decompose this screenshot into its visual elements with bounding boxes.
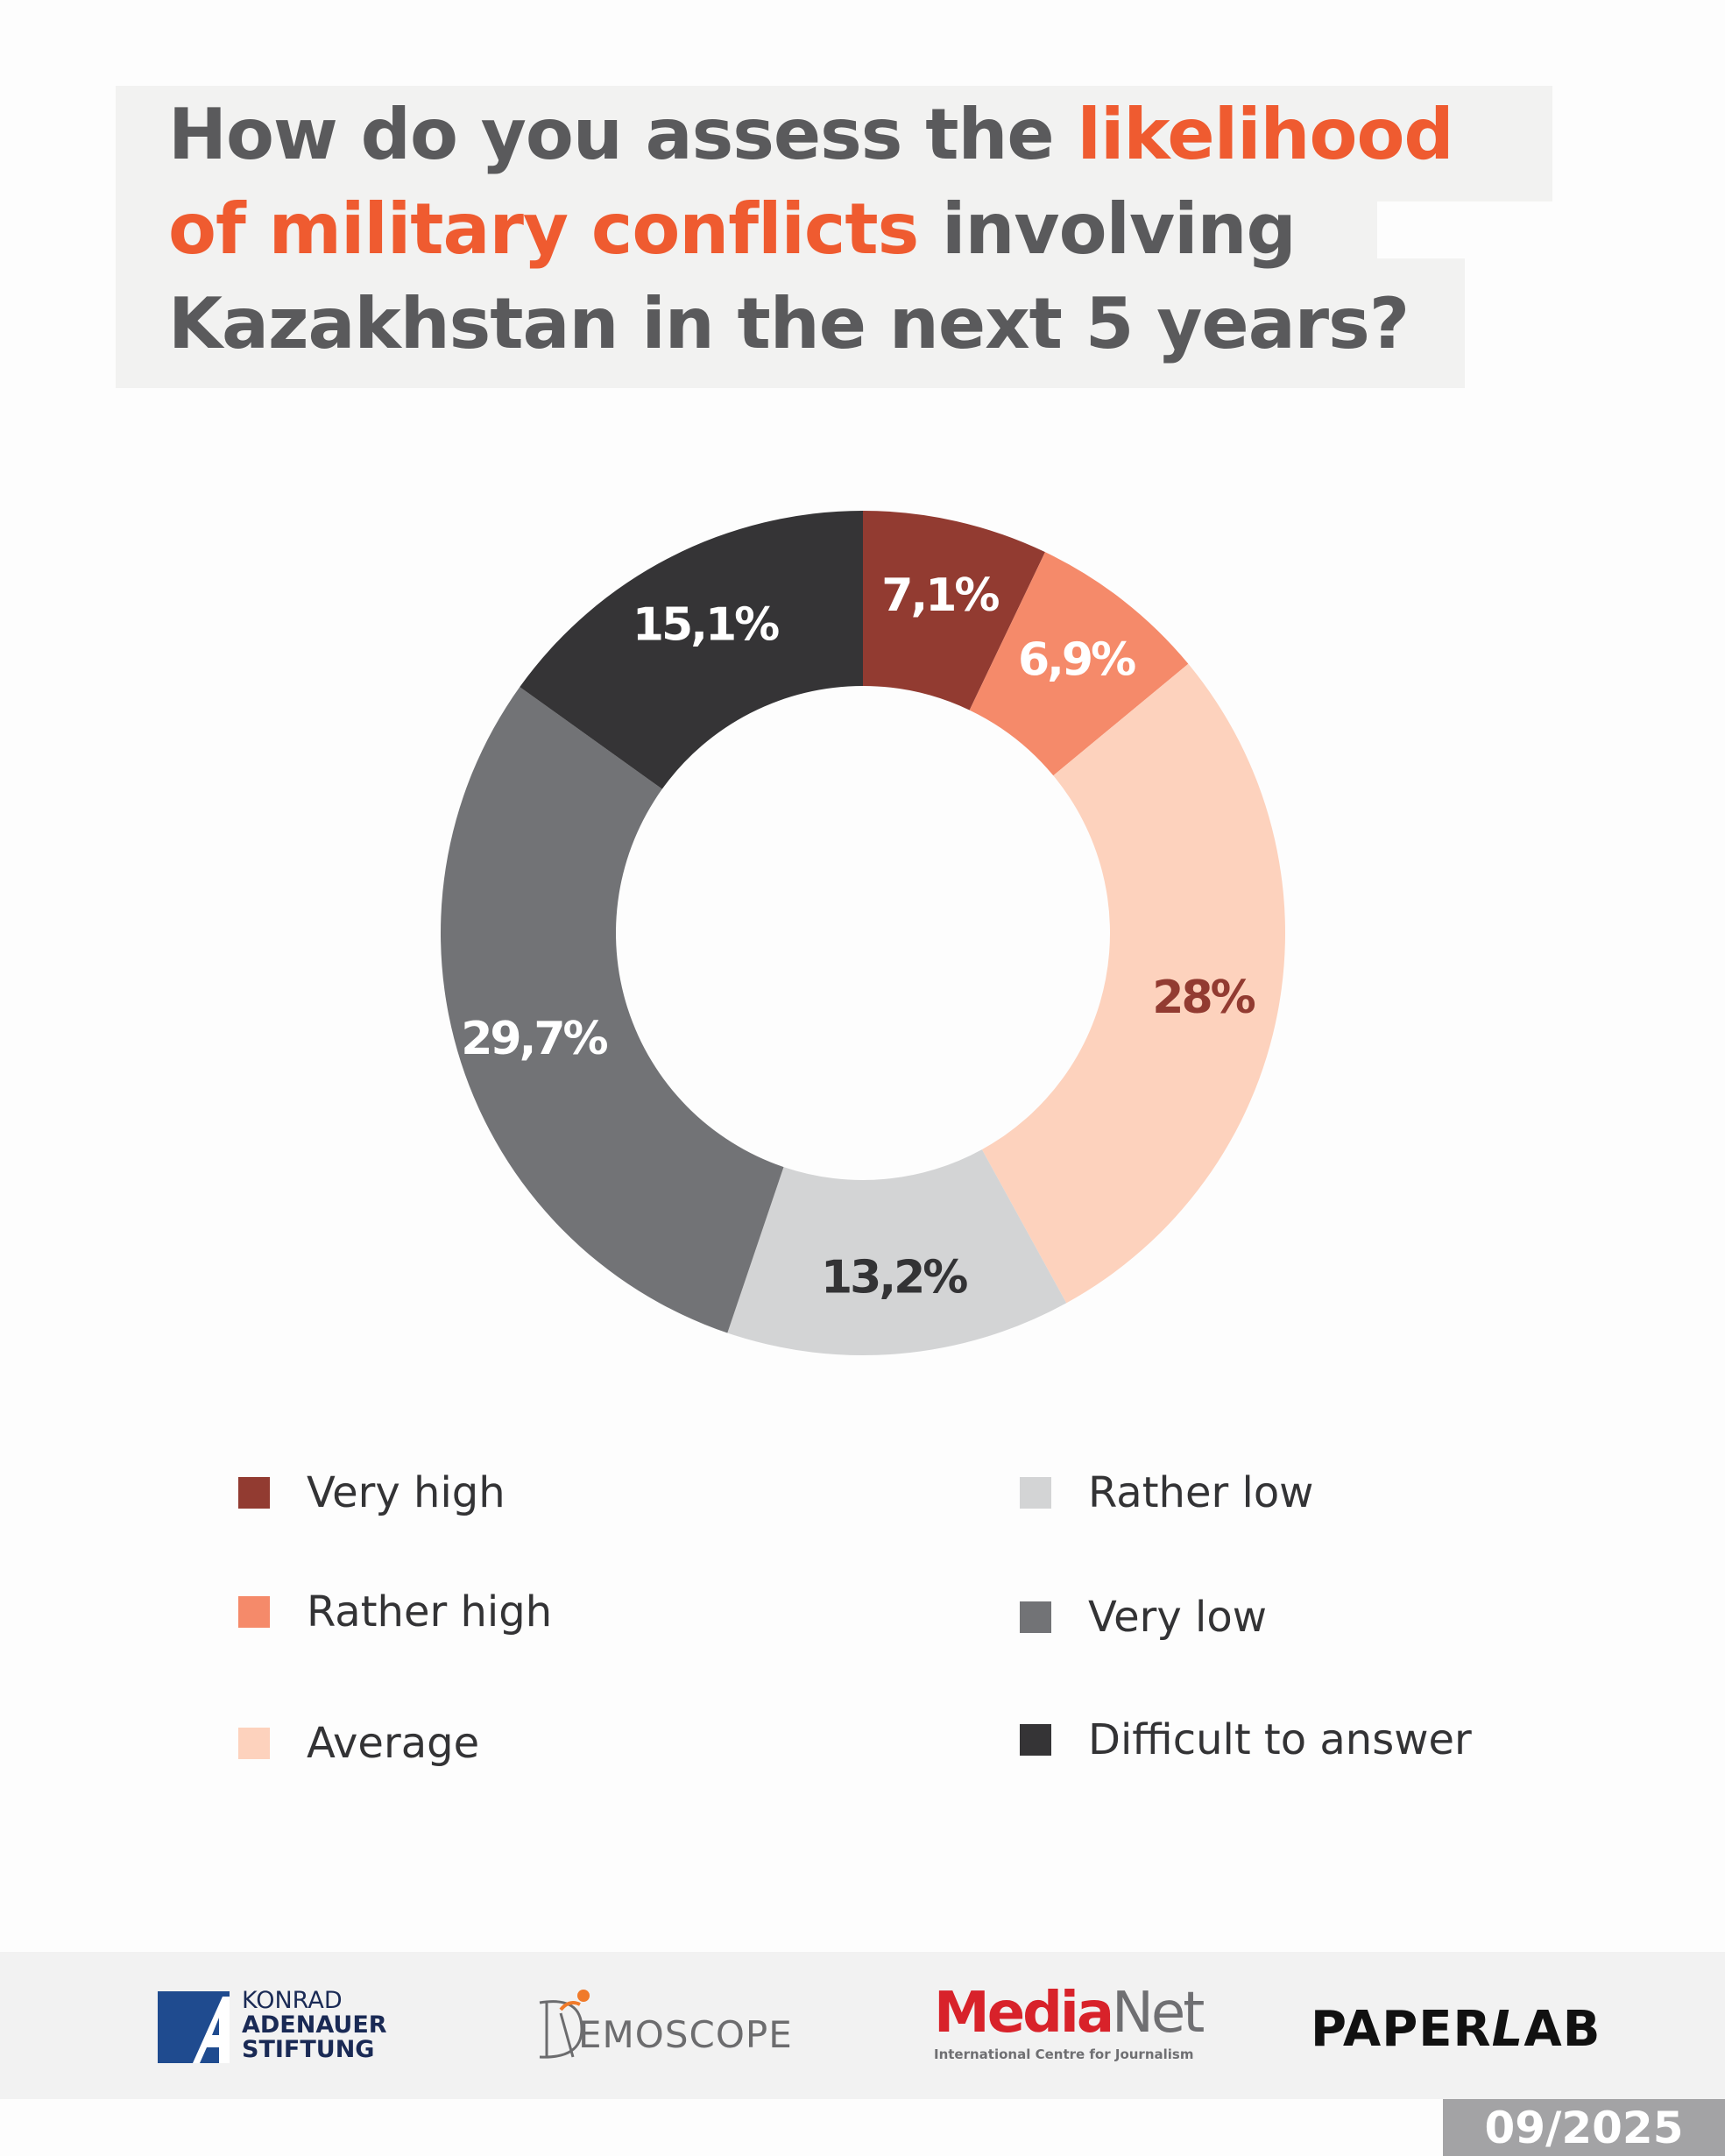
page-title: How do you assess the likelihood of milit… — [168, 88, 1535, 371]
legend-swatch — [238, 1596, 270, 1628]
legend-label: Rather low — [1088, 1468, 1314, 1517]
konrad-adenauer-logo-icon — [158, 1991, 230, 2063]
legend-swatch — [238, 1477, 270, 1509]
title-part: Kazakhstan in the next 5 years? — [168, 283, 1410, 364]
demoscope-logo: EMOSCOPE — [578, 2013, 793, 2056]
legend-item-very-low: Very low — [1020, 1593, 1267, 1642]
donut-slice-average — [981, 663, 1285, 1304]
legend-item-rather-high: Rather high — [238, 1587, 552, 1636]
data-label-difficult-to-answer: 15,1% — [633, 599, 779, 652]
logo-text: KONRAD — [242, 1987, 343, 2014]
legend-label: Very high — [307, 1468, 505, 1517]
logo-text: STIFTUNG — [242, 2036, 375, 2063]
logo-text: ADENAUER — [242, 2011, 387, 2039]
legend-label: Very low — [1088, 1593, 1267, 1642]
title-highlight: likelihood — [1077, 94, 1454, 175]
title-background — [116, 86, 1552, 201]
legend-label: Rather high — [307, 1587, 553, 1636]
donut-slice-rather-low — [727, 1149, 1067, 1355]
legend-item-very-high: Very high — [238, 1468, 505, 1517]
legend-item-average: Average — [238, 1719, 479, 1768]
donut-slice-very-high — [863, 511, 1045, 710]
konrad-adenauer-logo: KONRAD ADENAUER STIFTUNG — [242, 1989, 387, 2062]
logo-text: PAPER — [1311, 2001, 1492, 2058]
demoscope-logo-icon — [539, 1990, 590, 2059]
legend-swatch — [1020, 1724, 1051, 1756]
data-label-very-low: 29,7% — [461, 1013, 607, 1065]
donut-slice-very-low — [441, 687, 784, 1333]
logo-text: AB — [1524, 2001, 1601, 2058]
title-highlight: of military conflicts — [168, 188, 919, 270]
title-part: involving — [918, 188, 1297, 270]
date-label: 09/2025 — [1484, 2103, 1684, 2153]
donut-chart: 7,1% 6,9% 28% 13,2% 29,7% 15,1% — [441, 511, 1285, 1355]
legend-label: Difficult to answer — [1088, 1715, 1472, 1764]
legend-label: Average — [307, 1719, 480, 1768]
logo-subtitle: International Centre for Journalism — [934, 2046, 1194, 2062]
legend-swatch — [1020, 1601, 1051, 1633]
logo-text: Net — [1112, 1981, 1205, 2046]
data-label-rather-high: 6,9% — [1018, 634, 1135, 687]
medianet-logo: MediaNet International Centre for Journa… — [934, 1981, 1205, 2062]
donut-slice-rather-high — [969, 552, 1189, 776]
legend-item-rather-low: Rather low — [1020, 1468, 1313, 1517]
logo-text: Media — [934, 1981, 1114, 2046]
legend-swatch — [238, 1728, 270, 1759]
legend-item-difficult-to-answer: Difficult to answer — [1020, 1715, 1472, 1764]
data-label-average: 28% — [1152, 972, 1255, 1024]
data-label-very-high: 7,1% — [881, 569, 999, 622]
title-part: How do you assess the — [168, 94, 1078, 175]
paperlab-logo: PAPERLAB — [1311, 2001, 1601, 2058]
logo-text: L — [1491, 2001, 1524, 2058]
title-background — [116, 258, 1465, 388]
footer-bar — [0, 1952, 1725, 2099]
donut-slice-difficult-to-answer — [520, 511, 863, 789]
legend-swatch — [1020, 1477, 1051, 1509]
date-badge — [1443, 2099, 1725, 2156]
data-label-rather-low: 13,2% — [821, 1251, 967, 1304]
